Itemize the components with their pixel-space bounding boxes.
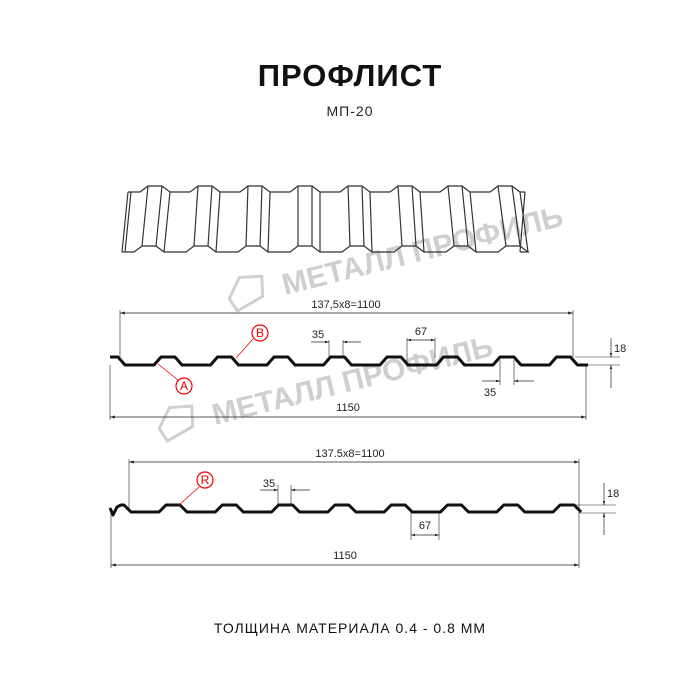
watermark-upper: МЕТАЛЛ ПРОФИЛЬ: [227, 200, 566, 313]
marker-b-label: B: [256, 326, 264, 340]
pitch-label: 137,5x8=1100: [311, 299, 380, 311]
bottom-flat-label: 35: [484, 387, 496, 399]
rib-edge: [141, 185, 171, 253]
rib-edge: [447, 185, 477, 253]
bottom-width-label: 67: [419, 520, 431, 532]
profile-a: 137,5x8=1100 1150 35 67 35 18: [109, 299, 626, 420]
rib-edge: [297, 186, 321, 252]
sheet-perspective: [121, 185, 530, 253]
sheet-edge: [128, 185, 525, 193]
marker-b: [251, 324, 269, 342]
marker-r: [196, 471, 214, 489]
profile-r-outline: [108, 503, 583, 517]
marker-r-label: R: [201, 473, 210, 487]
sheet-edge: [121, 191, 526, 253]
width-label: 1150: [333, 550, 357, 562]
model-subtitle: МП-20: [326, 103, 374, 119]
watermark-text: МЕТАЛЛ ПРОФИЛЬ: [209, 330, 497, 432]
rib-edge: [397, 185, 425, 253]
marker-a-label: A: [180, 379, 188, 393]
top-width-label: 35: [263, 478, 275, 490]
height-label: 18: [614, 343, 626, 355]
profile-r: 137.5x8=1100 1150 35 67 18 R: [108, 448, 619, 568]
rib-edge: [497, 185, 529, 253]
sheet-edge: [122, 245, 530, 253]
watermark-lower: МЕТАЛЛ ПРОФИЛЬ: [157, 330, 497, 443]
marker-a: [175, 377, 193, 395]
height-label: 18: [607, 488, 619, 500]
bottom-width-label: 67: [415, 326, 427, 338]
rib-edge: [245, 185, 271, 253]
profile-a-outline: [110, 355, 588, 367]
pitch-label: 137.5x8=1100: [315, 448, 384, 460]
page-title: ПРОФЛИСТ: [257, 58, 443, 93]
top-width-label: 35: [312, 329, 324, 341]
width-label: 1150: [336, 402, 360, 414]
rib-edge: [193, 185, 221, 253]
material-thickness: ТОЛЩИНА МАТЕРИАЛА 0.4 - 0.8 ММ: [213, 620, 487, 636]
rib-edge: [347, 185, 373, 253]
